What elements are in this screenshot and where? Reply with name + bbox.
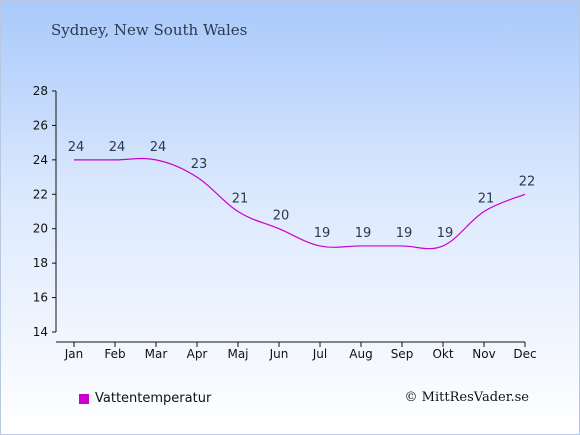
legend-swatch (79, 393, 89, 404)
legend-label: Vattentemperatur (95, 391, 212, 406)
x-tick-label: Okt (432, 347, 453, 361)
x-tick-label: Mar (145, 347, 168, 361)
data-label: 22 (519, 174, 536, 189)
x-tick-label: Nov (472, 347, 495, 361)
data-label: 19 (355, 226, 372, 241)
x-tick-label: Aug (349, 347, 372, 361)
data-label: 19 (314, 226, 331, 241)
series (74, 157, 526, 250)
x-tick-label: Maj (227, 347, 248, 361)
x-tick-label: Jun (269, 347, 289, 361)
data-label: 24 (150, 140, 167, 155)
data-label: 19 (396, 226, 413, 241)
ticks: 14 16 18 20 22 24 26 28 Jan Feb Mar Apr Maj Jun Jul Aug… (33, 84, 537, 361)
data-label: 21 (232, 192, 249, 207)
x-tick-label: Apr (187, 347, 208, 361)
axes (55, 91, 525, 343)
credit-text: © MittResVader.se (404, 390, 529, 405)
series-line-vattentemperatur (74, 157, 526, 250)
data-label: 24 (68, 140, 85, 155)
y-tick-label: 14 (33, 325, 48, 339)
data-label: 24 (109, 140, 126, 155)
data-labels: 24 24 24 23 21 20 19 19 19 19 21 22 (68, 140, 536, 241)
y-tick-label: 26 (33, 118, 48, 132)
x-tick-label: Jul (312, 347, 327, 361)
data-label: 23 (191, 157, 208, 172)
legend: Vattentemperatur (79, 391, 211, 406)
y-tick-label: 18 (33, 256, 48, 270)
y-tick-label: 20 (33, 222, 48, 236)
y-tick-label: 16 (33, 291, 48, 305)
x-tick-label: Sep (391, 347, 414, 361)
y-tick-label: 28 (33, 84, 48, 98)
data-label: 20 (273, 209, 290, 224)
chart-title: Sydney, New South Wales (51, 21, 248, 39)
x-tick-label: Jan (64, 347, 84, 361)
y-tick-label: 24 (33, 153, 48, 167)
data-label: 19 (437, 226, 454, 241)
y-tick-label: 22 (33, 187, 48, 201)
x-tick-label: Feb (104, 347, 125, 361)
data-label: 21 (478, 192, 495, 207)
x-tick-label: Dec (513, 347, 536, 361)
